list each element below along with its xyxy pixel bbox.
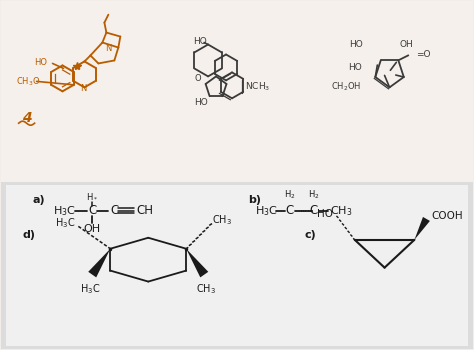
Polygon shape [6, 185, 468, 346]
Text: C: C [310, 204, 318, 217]
Text: CH$_3$: CH$_3$ [196, 282, 216, 296]
Text: OH: OH [84, 224, 101, 234]
Text: H$_3$C: H$_3$C [255, 204, 278, 218]
Text: HO: HO [317, 209, 333, 219]
Polygon shape [0, 182, 474, 349]
Polygon shape [414, 217, 430, 240]
Text: CH$_3$: CH$_3$ [330, 204, 352, 218]
Text: H$_2$: H$_2$ [308, 188, 319, 201]
Text: HO: HO [193, 37, 207, 46]
Text: CH: CH [137, 204, 153, 217]
Polygon shape [88, 249, 110, 278]
Text: HO: HO [35, 58, 47, 67]
Text: C: C [110, 204, 118, 217]
Text: HO: HO [194, 98, 208, 107]
Text: NCH$_3$: NCH$_3$ [245, 80, 270, 93]
Text: N: N [105, 44, 111, 53]
Text: 4: 4 [22, 111, 31, 125]
Polygon shape [186, 249, 208, 278]
Text: O: O [195, 74, 201, 83]
Text: H$_2$: H$_2$ [284, 188, 296, 201]
Text: b): b) [248, 195, 261, 205]
Text: OH: OH [400, 40, 413, 49]
Text: c): c) [305, 230, 317, 240]
Text: C: C [286, 204, 294, 217]
Text: d): d) [23, 230, 36, 240]
Text: =O: =O [416, 50, 431, 59]
Text: HO: HO [348, 63, 362, 72]
Text: COOH: COOH [431, 211, 463, 221]
Text: H$_3$C: H$_3$C [53, 204, 75, 218]
Text: HO: HO [349, 40, 363, 49]
Text: C: C [88, 204, 97, 217]
Text: CH$_3$: CH$_3$ [212, 213, 232, 227]
Polygon shape [0, 1, 474, 182]
Text: a): a) [33, 195, 45, 205]
Text: CH$_2$OH: CH$_2$OH [331, 80, 362, 93]
Text: CH$_3$O: CH$_3$O [16, 75, 40, 88]
Text: N: N [80, 84, 87, 93]
Text: H$_3$C: H$_3$C [80, 282, 100, 296]
Text: H$_*$: H$_*$ [86, 191, 99, 201]
Text: H$_3$C: H$_3$C [55, 216, 75, 230]
